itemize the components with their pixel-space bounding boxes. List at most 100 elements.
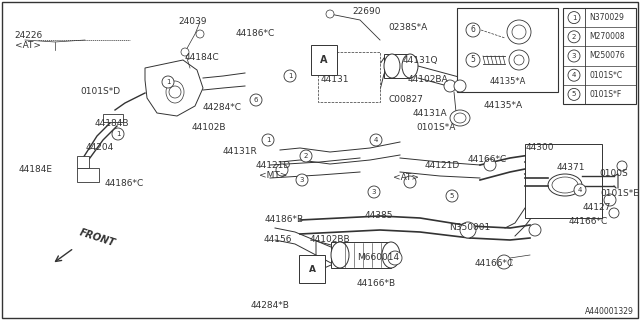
Bar (77, 168, 99, 182)
Ellipse shape (450, 110, 470, 126)
Text: 44284*C: 44284*C (202, 103, 241, 113)
Ellipse shape (454, 113, 466, 123)
Text: 3: 3 (300, 177, 304, 183)
Circle shape (568, 69, 580, 81)
Text: <AT>: <AT> (15, 42, 41, 51)
Text: 44131A: 44131A (413, 109, 447, 118)
Bar (384, 54, 410, 78)
Text: M250076: M250076 (589, 52, 625, 60)
Text: 44184B: 44184B (95, 119, 129, 129)
Text: 44121D: 44121D (255, 162, 291, 171)
Circle shape (388, 251, 402, 265)
Circle shape (466, 23, 480, 37)
Text: 0101S*C: 0101S*C (589, 71, 622, 80)
Circle shape (568, 50, 580, 62)
Circle shape (574, 184, 586, 196)
Circle shape (169, 86, 181, 98)
Text: M270008: M270008 (589, 32, 625, 41)
Text: 44204: 44204 (86, 143, 114, 153)
Text: 1: 1 (166, 79, 170, 85)
Text: 0238S*A: 0238S*A (388, 23, 428, 33)
Bar (331, 242, 391, 268)
Text: 5: 5 (470, 55, 476, 65)
Text: A: A (308, 265, 316, 274)
Text: FRONT: FRONT (78, 228, 116, 249)
Text: A: A (320, 55, 328, 65)
Text: 44127: 44127 (583, 204, 611, 212)
Ellipse shape (402, 54, 418, 78)
Bar (457, 8, 558, 92)
Circle shape (276, 164, 288, 176)
Circle shape (617, 161, 627, 171)
Circle shape (444, 80, 456, 92)
Circle shape (196, 30, 204, 38)
Circle shape (512, 25, 526, 39)
Circle shape (326, 10, 334, 18)
Text: 44166*C: 44166*C (467, 156, 507, 164)
Text: 44284*B: 44284*B (251, 300, 289, 309)
Text: 44102B: 44102B (192, 124, 227, 132)
Ellipse shape (552, 177, 578, 193)
Ellipse shape (384, 54, 400, 78)
Circle shape (507, 20, 531, 44)
Circle shape (609, 208, 619, 218)
Text: 44156: 44156 (264, 236, 292, 244)
Text: 44184C: 44184C (185, 53, 220, 62)
Circle shape (181, 48, 189, 56)
Bar (525, 144, 602, 218)
Text: 5: 5 (450, 193, 454, 199)
Text: 1: 1 (288, 73, 292, 79)
Text: 0101S*E: 0101S*E (600, 189, 639, 198)
Text: 44131Q: 44131Q (403, 55, 438, 65)
Text: 0100S: 0100S (600, 170, 628, 179)
Text: C00827: C00827 (388, 95, 424, 105)
Circle shape (446, 190, 458, 202)
Text: 44102BB: 44102BB (310, 236, 350, 244)
Text: 44135*A: 44135*A (490, 77, 525, 86)
Text: 44385: 44385 (365, 212, 393, 220)
Text: 0101S*A: 0101S*A (416, 124, 456, 132)
Circle shape (368, 186, 380, 198)
Text: 44186*C: 44186*C (236, 29, 275, 38)
Text: 44166*C: 44166*C (474, 260, 514, 268)
Circle shape (529, 224, 541, 236)
Text: 5: 5 (572, 92, 576, 97)
Circle shape (262, 134, 274, 146)
Text: 4: 4 (374, 137, 378, 143)
Text: <MT>: <MT> (259, 172, 287, 180)
Text: <AT>: <AT> (393, 173, 419, 182)
Ellipse shape (548, 174, 582, 196)
Circle shape (497, 255, 511, 269)
Text: 4: 4 (572, 72, 576, 78)
Text: 1: 1 (266, 137, 270, 143)
Circle shape (162, 76, 174, 88)
Text: 44184E: 44184E (19, 165, 53, 174)
Text: 44371: 44371 (557, 164, 585, 172)
Circle shape (568, 12, 580, 24)
Text: 6: 6 (470, 26, 476, 35)
Bar (318, 52, 380, 102)
Circle shape (514, 55, 524, 65)
Ellipse shape (331, 242, 349, 268)
Ellipse shape (166, 81, 184, 103)
Circle shape (404, 176, 416, 188)
Text: 44186*B: 44186*B (264, 215, 303, 225)
Text: 2: 2 (304, 153, 308, 159)
Text: A440001329: A440001329 (585, 307, 634, 316)
Circle shape (284, 70, 296, 82)
Text: 3: 3 (372, 189, 376, 195)
Bar (103, 114, 123, 122)
Text: 44131R: 44131R (223, 148, 257, 156)
Text: 44102BA: 44102BA (408, 76, 448, 84)
Text: 3: 3 (572, 53, 576, 59)
Text: N370029: N370029 (589, 13, 624, 22)
Circle shape (604, 194, 616, 206)
Text: 22690: 22690 (353, 7, 381, 17)
Circle shape (370, 134, 382, 146)
Text: 1: 1 (572, 15, 576, 20)
Bar (77, 156, 89, 168)
Text: 44121D: 44121D (424, 162, 460, 171)
Circle shape (568, 88, 580, 100)
Circle shape (466, 53, 480, 67)
Circle shape (568, 31, 580, 43)
